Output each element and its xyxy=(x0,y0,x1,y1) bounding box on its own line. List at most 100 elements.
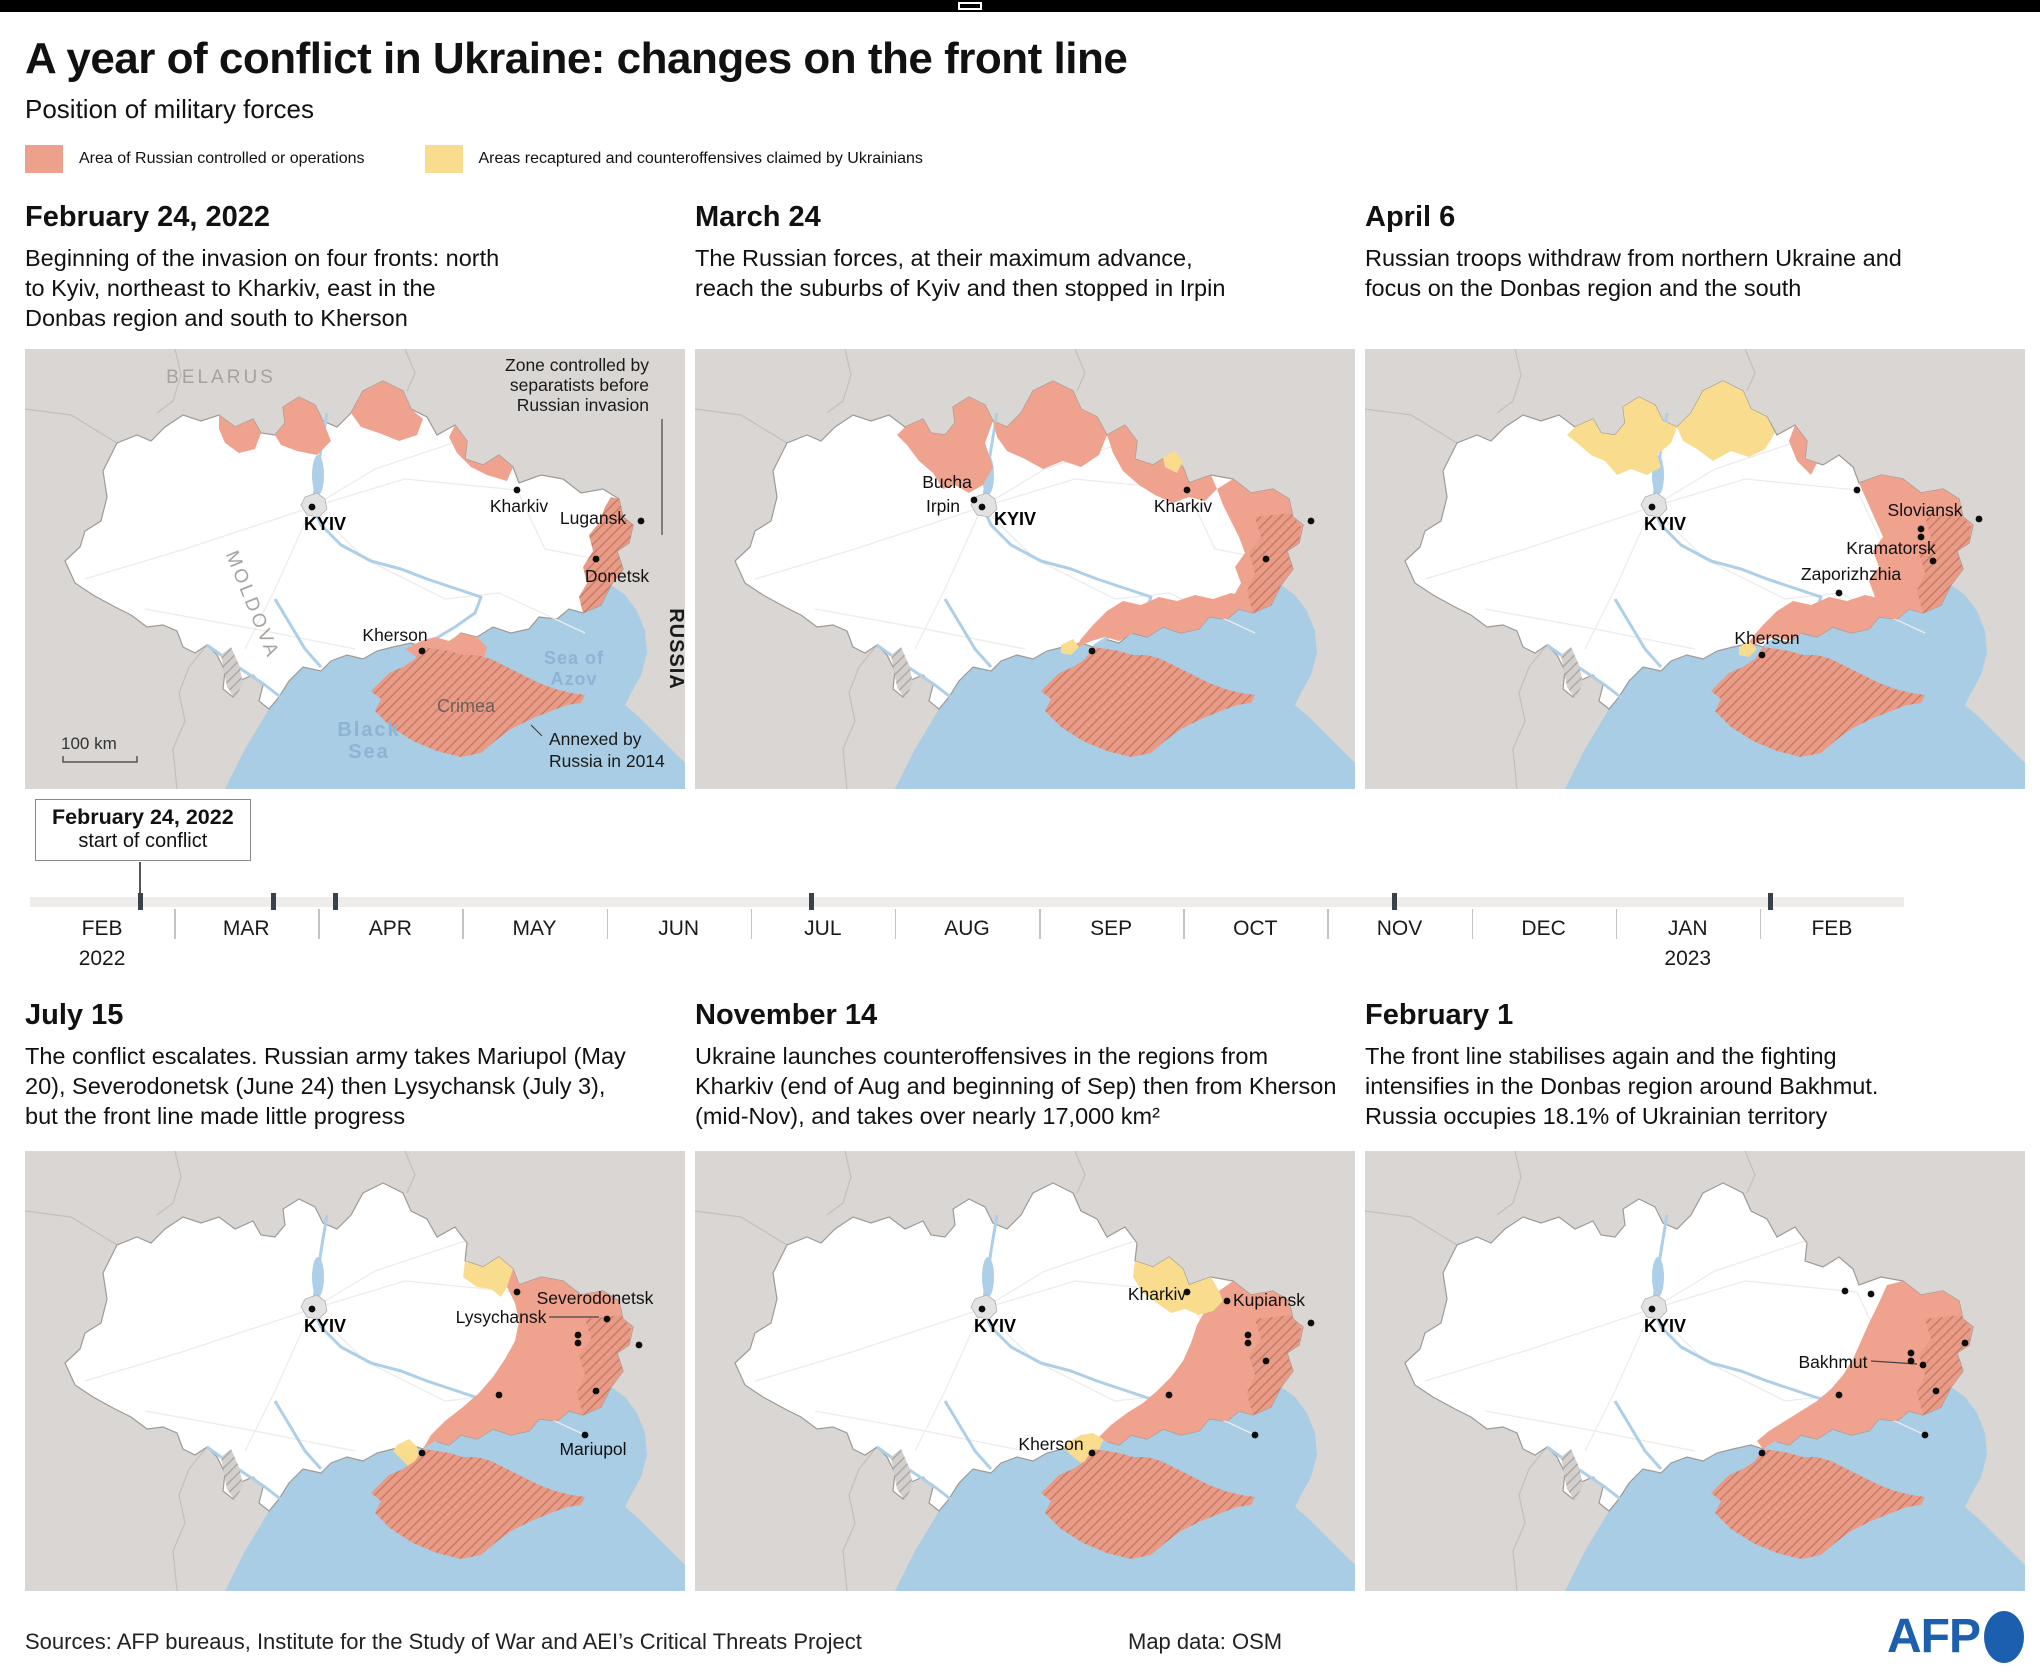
city-dot xyxy=(970,496,978,504)
country-border-line xyxy=(1074,1151,1086,1194)
map-canvas: KYIV Kharkiv Kupiansk Kherson xyxy=(695,1151,1355,1591)
timeline-month-label: FEB xyxy=(1811,917,1853,940)
map-label: Kharkiv xyxy=(490,496,549,516)
city-dot xyxy=(978,1305,986,1313)
river xyxy=(273,1400,323,1470)
map-3: KYIV Sloviansk Kramatorsk Zaporizhzhia Khers… xyxy=(1365,349,2025,789)
country-border-line xyxy=(1744,1151,1756,1194)
map-row-1: February 24, 2022 Beginning of the invasi… xyxy=(25,197,2025,789)
panel-5: November 14 Ukraine launches counteroffen… xyxy=(695,995,1355,1591)
timeline-callout-text: start of conflict xyxy=(78,830,208,852)
panel-date: July 15 xyxy=(25,999,124,1031)
map-data-text: Map data: OSM xyxy=(1128,1629,1283,1654)
timeline-month-label: JUN xyxy=(658,917,700,940)
road-line xyxy=(1484,608,1696,650)
russian-area xyxy=(449,425,513,481)
country-border-line xyxy=(1512,644,1548,789)
river xyxy=(943,598,993,668)
month-boundary-tick xyxy=(174,909,176,939)
country-border-line xyxy=(404,349,416,392)
recaptured-area xyxy=(463,1257,513,1297)
russian-area xyxy=(1107,425,1217,503)
month-boundary-tick xyxy=(462,909,464,939)
legend-item-recaptured: Areas recaptured and counteroffensives c… xyxy=(424,145,923,173)
city-dot xyxy=(1307,1319,1315,1327)
map-label: Bakhmut xyxy=(1798,1352,1867,1372)
top-black-bar xyxy=(0,0,2040,12)
panel-header: April 6 Russian troops withdraw from nort… xyxy=(1365,201,2025,349)
panel-description: Beginning of the invasion on four fronts… xyxy=(25,245,500,331)
road-line xyxy=(814,1410,1026,1452)
timeline-month-label: DEC xyxy=(1521,917,1566,940)
city-dot xyxy=(1835,1391,1843,1399)
map-label: KYIV xyxy=(304,514,346,534)
country-border-line xyxy=(1365,408,1458,444)
map-label: Kupiansk xyxy=(1233,1290,1305,1310)
city-dot xyxy=(513,1288,521,1296)
city-dot xyxy=(1262,1357,1270,1365)
road-line xyxy=(311,1240,466,1310)
event-tick xyxy=(271,893,277,910)
map-label: Kharkiv xyxy=(1128,1284,1187,1304)
city-dot xyxy=(1088,647,1096,655)
timeline-year-label: 2022 xyxy=(78,947,126,970)
timeline-month-label: OCT xyxy=(1233,917,1278,940)
map-label: separatists before xyxy=(510,375,649,395)
map-canvas: Bucha Irpin KYIV Kharkiv xyxy=(695,349,1355,789)
country-border-line xyxy=(826,1151,852,1216)
city-dot xyxy=(1165,1391,1173,1399)
month-boundary-tick xyxy=(1183,909,1185,939)
city-dot xyxy=(1921,1431,1929,1439)
month-boundary-tick xyxy=(894,909,897,939)
panel-description: The Russian forces, at their maximum adv… xyxy=(695,245,1226,301)
month-boundary-tick xyxy=(1471,909,1474,939)
road-line xyxy=(311,506,586,634)
road-line xyxy=(1651,438,1806,508)
afp-logo-text: AFP xyxy=(1887,1610,1981,1663)
scale-bar xyxy=(62,756,138,763)
recaptured-area xyxy=(1163,451,1183,473)
panel-date: March 24 xyxy=(695,201,821,233)
country-border-line xyxy=(25,1210,118,1246)
footer: Sources: AFP bureaus, Institute for the … xyxy=(0,1607,2040,1673)
transnistria-hatch xyxy=(891,647,913,699)
kyiv-reservoir xyxy=(312,1257,324,1297)
event-tick xyxy=(1768,893,1774,910)
russian-area xyxy=(1745,593,1923,649)
city-dot xyxy=(1307,517,1315,525)
city-dot xyxy=(1867,1290,1875,1298)
city-dot xyxy=(592,555,600,563)
map-label: Severodonetsk xyxy=(537,1288,654,1308)
map-label: Russian invasion xyxy=(517,395,649,415)
city-dot xyxy=(1841,1287,1849,1295)
map-label: Mariupol xyxy=(559,1439,626,1459)
city-dot xyxy=(418,647,426,655)
russian-area xyxy=(897,397,993,493)
city-dot xyxy=(1648,503,1656,511)
hatched-occupied-area xyxy=(579,497,633,613)
map-label: Russia in 2014 xyxy=(549,751,665,771)
map-label: KYIV xyxy=(1644,514,1686,534)
russian-area xyxy=(1075,593,1253,649)
timeline-month-label: JUL xyxy=(804,917,842,940)
timeline-callout-date: February 24, 2022 xyxy=(52,805,234,829)
city-dot xyxy=(308,503,316,511)
month-boundary-tick xyxy=(1615,909,1618,939)
map-label: Black xyxy=(337,719,400,741)
panel-date: February 24, 2022 xyxy=(25,201,271,233)
city-dot xyxy=(1183,1288,1191,1296)
panel-description: Russian troops withdraw from northern Uk… xyxy=(1365,245,1902,301)
map-label: Donetsk xyxy=(585,566,649,586)
timeline-month-label: JAN xyxy=(1667,917,1708,940)
timeline-month-label: FEB xyxy=(81,917,123,940)
russian-area xyxy=(1789,425,1817,475)
hatched-occupied-area xyxy=(1711,1449,1925,1559)
map-label: Lugansk xyxy=(560,508,626,528)
city-dot xyxy=(1262,555,1270,563)
panel-header: February 1 The front line stabilises agai… xyxy=(1365,999,2025,1151)
country-border-line xyxy=(404,1151,416,1194)
map-5: KYIV Kharkiv Kupiansk Kherson xyxy=(695,1151,1355,1591)
map-canvas: KYIV Bakhmut xyxy=(1365,1151,2025,1591)
map-6: KYIV Bakhmut xyxy=(1365,1151,2025,1591)
